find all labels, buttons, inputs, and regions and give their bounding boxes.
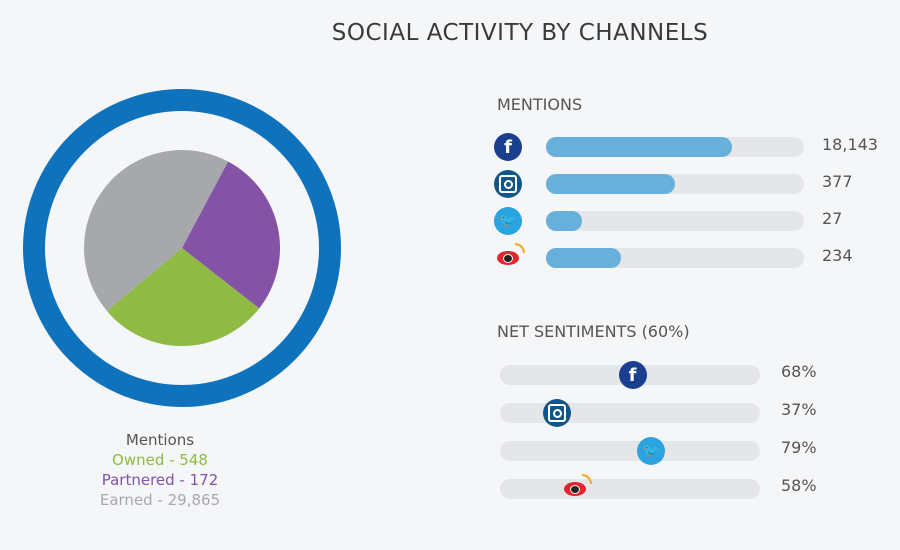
mentions-pie-chart: [23, 89, 341, 407]
twitter-icon: 🐦: [494, 207, 522, 235]
mentions-bar-twitter: [546, 211, 583, 231]
sentiment-value-instagram: 37%: [781, 400, 817, 419]
facebook-icon: f: [494, 133, 522, 161]
sentiment-track-weibo: [500, 479, 760, 499]
pie-legend-title: Mentions: [125, 431, 195, 449]
mentions-track-facebook: [546, 137, 804, 157]
mentions-value-facebook: 18,143: [822, 135, 878, 154]
facebook-icon: f: [618, 361, 647, 389]
mentions-value-twitter: 27: [822, 209, 843, 228]
mentions-bar-instagram: [546, 174, 675, 194]
pie-legend: Mentions Owned - 548 Partnered - 172 Ear…: [60, 430, 260, 510]
instagram-icon: [494, 170, 522, 198]
pie-slice-earned: [84, 150, 229, 311]
sentiment-value-twitter: 79%: [781, 438, 817, 457]
mentions-track-weibo: [546, 248, 804, 268]
sentiment-track-instagram: [500, 403, 760, 423]
instagram-icon: [543, 399, 572, 427]
sentiment-track-twitter: [500, 441, 760, 461]
sentiment-value-weibo: 58%: [781, 476, 817, 495]
sentiment-value-facebook: 68%: [781, 362, 817, 381]
pie-slice-owned: [106, 248, 260, 346]
pie-ring: [23, 89, 341, 407]
legend-owned: Owned - 548: [112, 451, 208, 469]
legend-earned: Earned - 29,865: [99, 491, 221, 509]
mentions-bar-weibo: [546, 248, 621, 268]
weibo-icon: [494, 243, 525, 272]
mentions-value-instagram: 377: [822, 172, 853, 191]
mentions-heading: MENTIONS: [497, 95, 583, 114]
twitter-icon: 🐦: [636, 437, 665, 465]
mentions-track-instagram: [546, 174, 804, 194]
sentiments-heading: NET SENTIMENTS (60%): [497, 322, 690, 341]
page-title: SOCIAL ACTIVITY BY CHANNELS: [331, 20, 709, 46]
mentions-value-weibo: 234: [822, 246, 853, 265]
mentions-bar-facebook: [546, 137, 732, 157]
pie-slice-partnered: [182, 161, 280, 309]
legend-partnered: Partnered - 172: [101, 471, 219, 489]
mentions-track-twitter: [546, 211, 804, 231]
